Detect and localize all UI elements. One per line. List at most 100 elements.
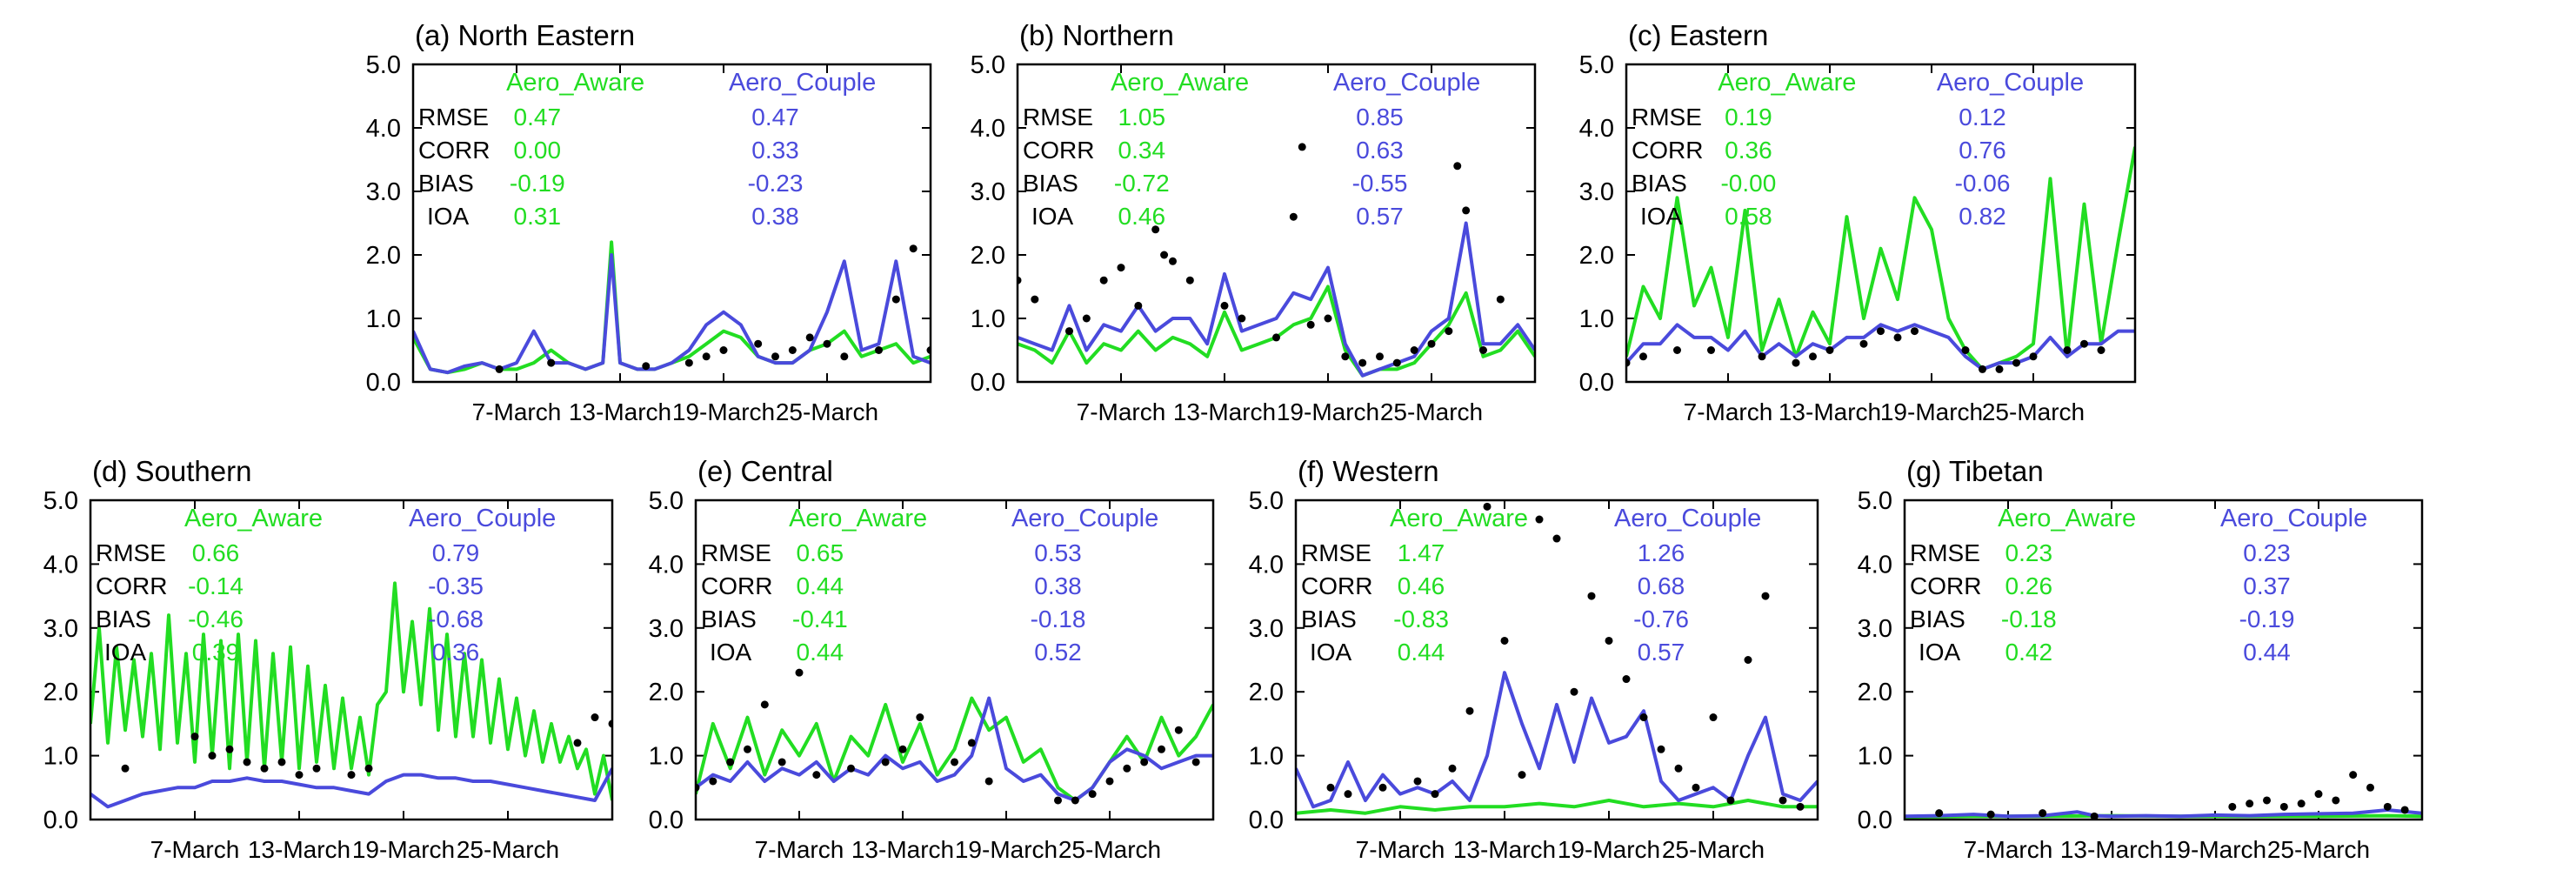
stat-label-bias: BIAS	[1632, 170, 1687, 197]
stat-label-ioa: IOA	[427, 203, 470, 230]
plot-area	[696, 668, 1213, 805]
obs-point	[1378, 783, 1387, 792]
obs-point	[1518, 771, 1526, 780]
panel-5: (e) Central 0.0 1.0 2.0 3.0 4.0 5.0 7-March 13-M…	[649, 455, 1215, 863]
stat-label-bias: BIAS	[418, 170, 474, 197]
obs-point	[1479, 346, 1487, 354]
panel-1: (a) North Eastern 0.0 1.0 2.0 3.0 4.0 5.0 7-Mar…	[366, 19, 932, 425]
obs-point	[1639, 352, 1647, 361]
obs-point	[547, 358, 556, 367]
stat-value-couple: 0.76	[1959, 137, 2006, 164]
y-tick-label: 1.0	[649, 743, 684, 771]
obs-point	[1088, 790, 1097, 799]
stat-value-aware: 0.46	[1398, 572, 1445, 599]
obs-point	[1707, 346, 1715, 354]
obs-point	[709, 777, 717, 786]
obs-point	[2246, 800, 2254, 808]
stat-value-aware: 0.44	[797, 639, 844, 666]
stat-value-couple: 0.68	[1638, 572, 1685, 599]
obs-point	[1570, 687, 1578, 696]
obs-point	[1306, 320, 1315, 329]
y-tick-label: 0.0	[366, 369, 401, 397]
obs-point	[1174, 726, 1183, 734]
stat-value-couple: -0.55	[1352, 170, 1408, 197]
panel-title: (g) Tibetan	[1906, 455, 2044, 487]
obs-point	[1911, 327, 1919, 336]
stat-value-couple: 0.38	[751, 203, 799, 230]
obs-point	[1117, 264, 1125, 272]
stat-value-couple: -0.35	[428, 572, 484, 599]
stat-label-rmse: RMSE	[1632, 104, 1702, 130]
x-tick-label: 7-March	[1684, 398, 1773, 425]
obs-point	[208, 752, 217, 760]
plot-frame	[89, 499, 614, 821]
legend-aero-aware: Aero_Aware	[184, 505, 323, 532]
series-line-aero-couple	[1905, 808, 2422, 819]
obs-point	[812, 771, 821, 780]
x-tick-label: 7-March	[1964, 836, 2053, 863]
series-line-aero-couple	[1296, 671, 1818, 809]
series-line-aero-couple	[696, 696, 1213, 802]
panel-title: (e) Central	[697, 455, 833, 487]
stat-value-couple: 0.47	[751, 104, 799, 130]
stat-value-aware: 0.44	[1398, 639, 1445, 666]
obs-point	[243, 758, 251, 766]
stat-label-corr: CORR	[96, 572, 167, 599]
y-tick-label: 4.0	[1579, 115, 1614, 143]
obs-point	[1105, 777, 1114, 786]
stat-value-couple: -0.06	[1955, 170, 2011, 197]
obs-point	[1496, 295, 1505, 304]
y-tick-label: 0.0	[1249, 806, 1284, 834]
stat-value-aware: 0.34	[1118, 137, 1166, 164]
obs-point	[909, 244, 918, 253]
stat-value-aware: 0.44	[797, 572, 844, 599]
stat-label-corr: CORR	[418, 137, 490, 164]
obs-point	[1326, 783, 1335, 792]
obs-point	[1341, 352, 1350, 361]
obs-point	[1995, 365, 2004, 373]
stat-value-aware: 0.47	[514, 104, 562, 130]
stat-value-aware: 0.26	[2005, 572, 2053, 599]
panel-title: (a) North Eastern	[415, 19, 635, 51]
panel-2: (b) Northern 0.0 1.0 2.0 3.0 4.0 5.0 7-March 13-…	[971, 19, 1537, 425]
obs-point	[1031, 295, 1039, 304]
y-tick-label: 4.0	[366, 115, 401, 143]
obs-point	[847, 764, 855, 773]
stat-value-aware: 0.23	[2005, 539, 2053, 566]
x-tick-label: 13-March	[851, 836, 954, 863]
stat-value-couple: -0.18	[1031, 606, 1086, 632]
plot-frame	[1294, 499, 1819, 821]
legend-aero-aware: Aero_Aware	[789, 505, 927, 532]
obs-point	[898, 745, 907, 753]
obs-point	[1535, 515, 1544, 524]
obs-point	[642, 362, 651, 371]
y-tick-label: 5.0	[1579, 51, 1614, 79]
legend-aero-couple: Aero_Couple	[1937, 69, 2084, 97]
obs-point	[1298, 143, 1306, 151]
obs-point	[1779, 796, 1787, 805]
legend-aero-couple: Aero_Couple	[409, 505, 556, 532]
obs-point	[1825, 346, 1834, 354]
obs-point	[1410, 346, 1418, 354]
series-line-aero-couple	[90, 767, 612, 809]
stat-value-aware: 0.00	[514, 137, 562, 164]
stat-label-rmse: RMSE	[701, 539, 771, 566]
y-tick-label: 2.0	[1249, 679, 1284, 706]
obs-point	[951, 758, 958, 766]
stat-label-rmse: RMSE	[1910, 539, 1980, 566]
y-tick-label: 1.0	[1579, 305, 1614, 333]
obs-point	[2400, 806, 2409, 814]
obs-point	[1065, 327, 1073, 336]
obs-point	[295, 771, 304, 780]
stat-value-couple: 0.33	[751, 137, 799, 164]
obs-point	[1692, 783, 1700, 792]
y-tick-label: 1.0	[1858, 743, 1892, 771]
obs-point	[1071, 796, 1079, 805]
obs-point	[347, 771, 356, 780]
obs-point	[591, 713, 599, 722]
obs-point	[1639, 713, 1648, 722]
series-line-aero-aware	[90, 581, 612, 801]
y-tick-label: 5.0	[1858, 487, 1892, 515]
obs-point	[1796, 802, 1805, 811]
obs-point	[1324, 314, 1332, 323]
